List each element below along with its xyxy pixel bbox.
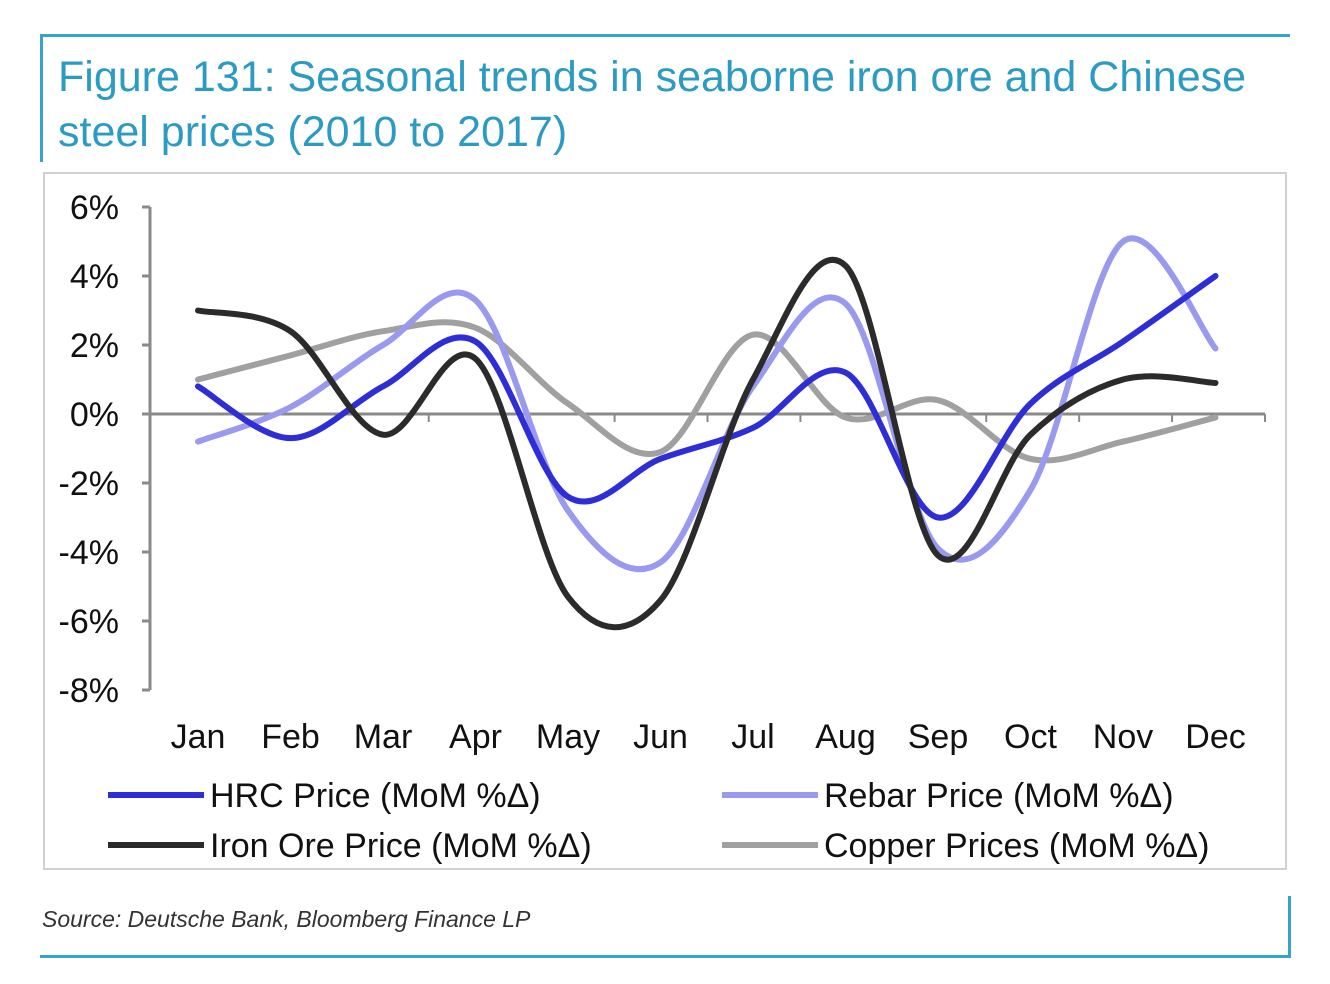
legend-copper: Copper Prices (MoM %Δ): [722, 827, 1209, 865]
figure-title: Figure 131: Seasonal trends in seaborne …: [58, 53, 1247, 156]
x-tick-label: Apr: [449, 718, 502, 756]
legend-iron-ore: Iron Ore Price (MoM %Δ): [108, 827, 592, 865]
title-frame: [40, 34, 1290, 162]
y-tick-label: 2%: [70, 327, 119, 365]
source-frame: [40, 896, 1291, 958]
y-tick-label: -6%: [59, 603, 119, 641]
x-tick-label: Sep: [908, 718, 969, 756]
x-tick-label: Dec: [1185, 718, 1245, 756]
legend-label: Rebar Price (MoM %Δ): [824, 777, 1174, 815]
y-tick-label: -8%: [59, 672, 119, 710]
x-tick-label: Nov: [1093, 718, 1153, 756]
x-tick-label: Aug: [815, 718, 876, 756]
legend-rebar: Rebar Price (MoM %Δ): [722, 777, 1174, 815]
x-tick-label: Oct: [1004, 718, 1057, 756]
y-tick-label: -2%: [59, 465, 119, 503]
x-tick-label: Jan: [171, 718, 226, 756]
legend-label: Copper Prices (MoM %Δ): [824, 827, 1209, 865]
x-tick-label: Jun: [633, 718, 688, 756]
hrc-price-line: [195, 273, 1219, 521]
y-tick-label: -4%: [59, 534, 119, 572]
legend-label: HRC Price (MoM %Δ): [210, 777, 541, 815]
x-tick-label: Mar: [354, 718, 413, 756]
y-tick-label: 6%: [70, 189, 119, 227]
source-note: Source: Deutsche Bank, Bloomberg Finance…: [42, 906, 531, 932]
chart-frame: [43, 172, 1287, 870]
iron-ore-price-line: [195, 256, 1219, 631]
legend-label: Iron Ore Price (MoM %Δ): [210, 827, 592, 865]
x-tick-label: Feb: [261, 718, 320, 756]
copper-prices-line: [195, 319, 1219, 464]
y-tick-label: 0%: [70, 396, 119, 434]
x-tick-label: May: [536, 718, 600, 756]
y-tick-label: 4%: [70, 258, 119, 296]
legend-hrc: HRC Price (MoM %Δ): [108, 777, 541, 815]
x-tick-label: Jul: [731, 718, 774, 756]
